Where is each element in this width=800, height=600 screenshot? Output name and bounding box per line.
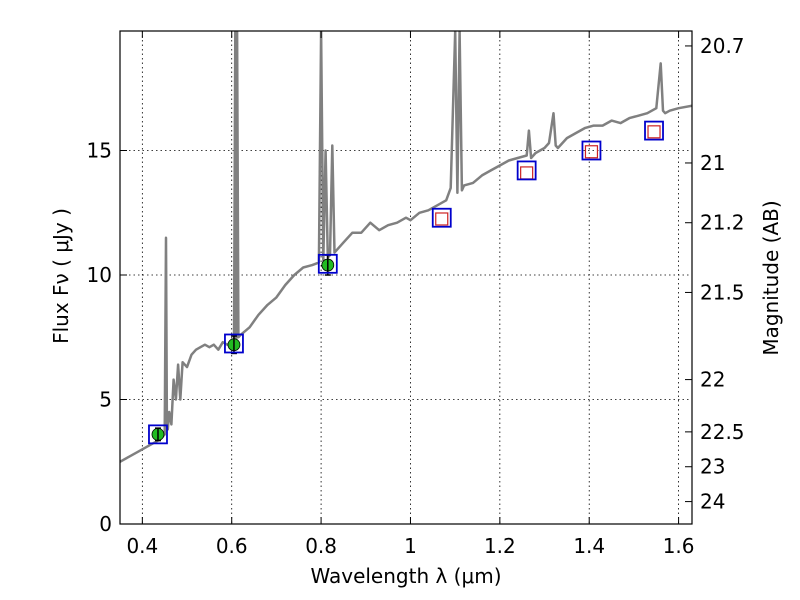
x-tick-label: 1.4 xyxy=(573,534,605,558)
mag-tick-label: 24 xyxy=(700,490,725,514)
mag-tick-label: 22.5 xyxy=(700,420,745,444)
spectrum-line xyxy=(120,31,692,463)
synthetic-photometry-marker xyxy=(431,207,452,228)
x-tick-label: 1.6 xyxy=(663,534,695,558)
x-axis-label: Wavelength λ (μm) xyxy=(310,564,501,588)
x-tick-label: 1.2 xyxy=(484,534,516,558)
mag-tick-label: 21 xyxy=(700,151,725,175)
synthetic-photometry-marker xyxy=(516,160,537,181)
x-tick-label: 1 xyxy=(404,534,417,558)
mag-tick-label: 22 xyxy=(700,368,725,392)
points-layer xyxy=(148,120,664,445)
ticks-layer: 0.4 0.6 0.8 1 1.2 1.4 1.6 0 5 10 15 20.7 21 21.2 21.5 2… xyxy=(87,31,745,558)
upper-limit-marker xyxy=(647,125,661,139)
y-tick-label: 5 xyxy=(99,388,112,412)
y-tick-label: 0 xyxy=(99,512,112,536)
grid-layer xyxy=(120,31,692,525)
upper-limit-marker xyxy=(520,166,534,180)
upper-limit-marker xyxy=(584,145,599,159)
x-tick-label: 0.4 xyxy=(126,534,158,558)
plot-frame xyxy=(119,30,693,525)
series-layer xyxy=(120,31,692,463)
synthetic-photometry-marker xyxy=(317,253,338,274)
mag-tick-label: 20.7 xyxy=(700,34,745,58)
y-tick-label: 15 xyxy=(87,139,112,163)
synthetic-photometry-marker xyxy=(148,424,168,445)
synthetic-photometry-marker xyxy=(581,140,602,161)
synthetic-photometry-marker xyxy=(224,333,244,354)
x-tick-label: 0.8 xyxy=(305,534,337,558)
mag-tick-label: 23 xyxy=(700,455,725,479)
x-tick-label: 0.6 xyxy=(216,534,248,558)
y2-axis-label: Magnitude (AB) xyxy=(759,200,783,355)
y-tick-label: 10 xyxy=(87,263,112,287)
y-axis-label: Flux Fν ( μJy ) xyxy=(49,208,73,344)
synthetic-photometry-marker xyxy=(644,120,664,141)
mag-tick-label: 21.2 xyxy=(700,211,745,235)
mag-tick-label: 21.5 xyxy=(700,280,745,304)
upper-limit-marker xyxy=(435,212,449,226)
